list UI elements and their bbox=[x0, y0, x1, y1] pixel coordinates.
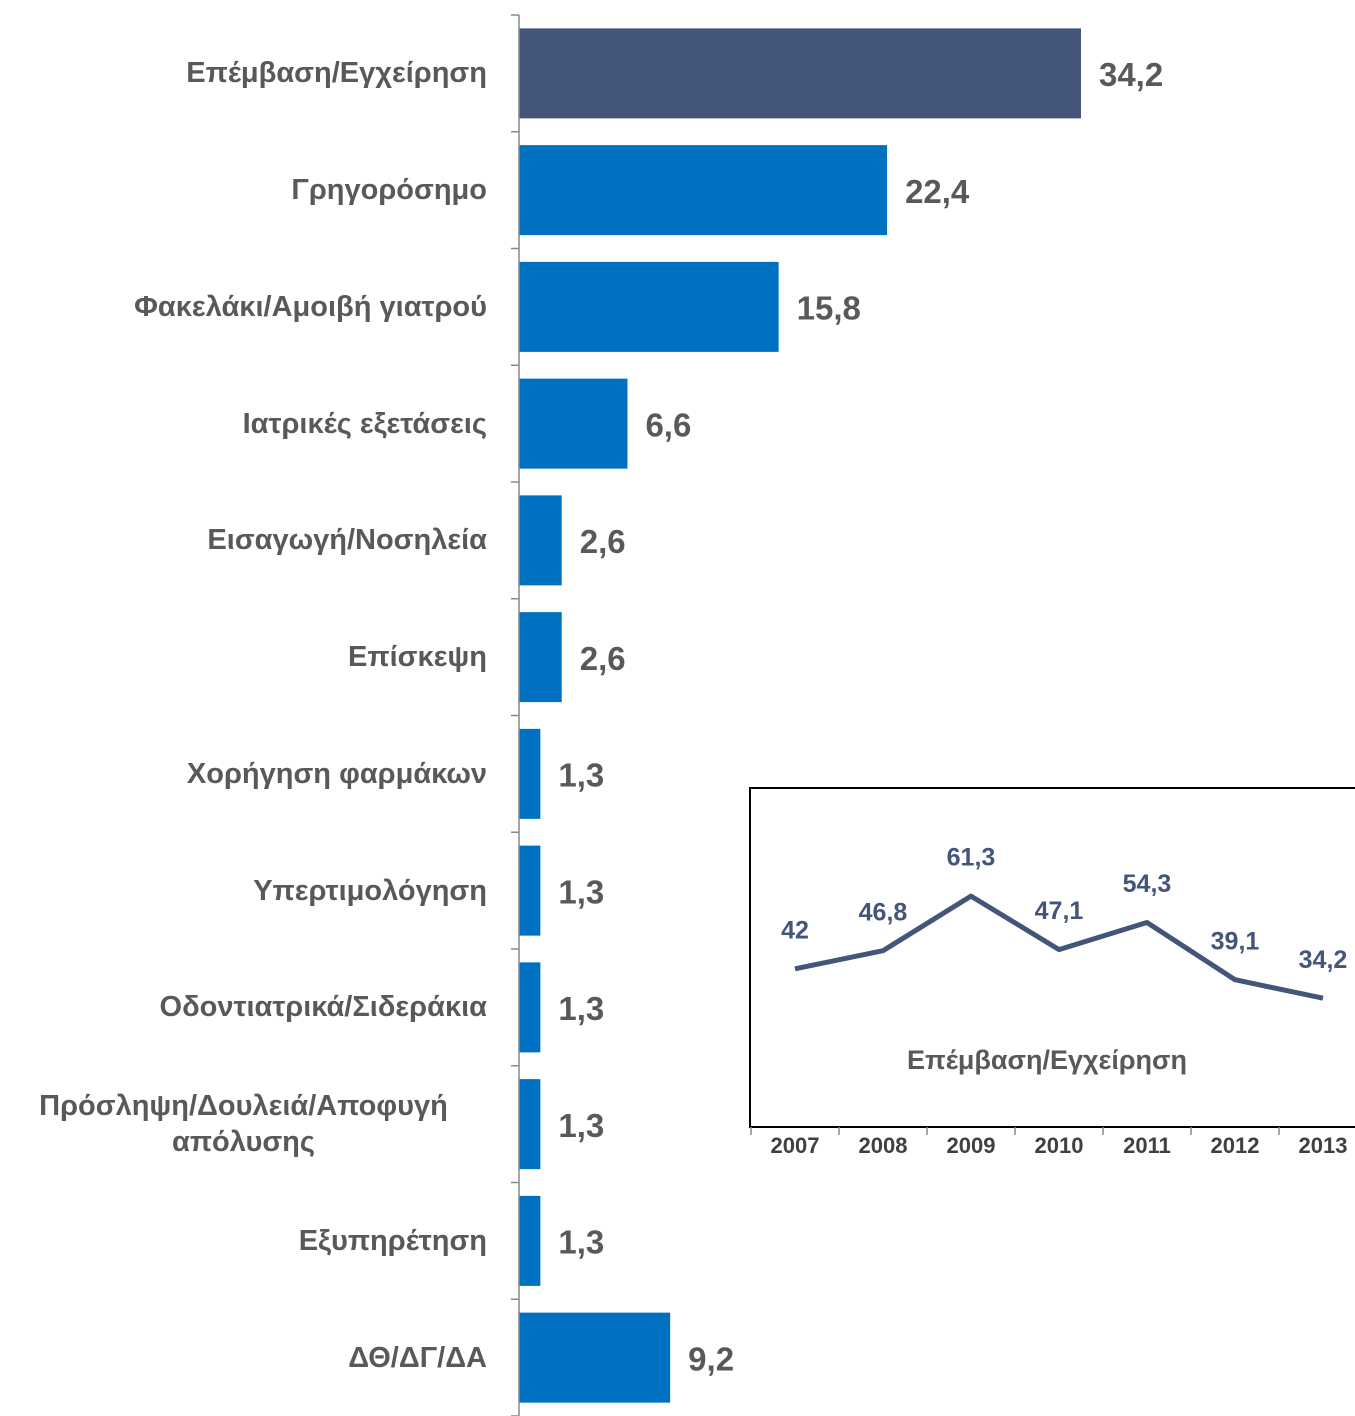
category-text: Εξυπηρέτηση bbox=[298, 1224, 487, 1257]
category-label: Επέμβαση/Εγχείρηση bbox=[0, 55, 487, 91]
point-label: 47,1 bbox=[1035, 897, 1084, 925]
point-label: 54,3 bbox=[1123, 870, 1172, 898]
category-text: Πρόσληψη/Δουλειά/Αποφυγή απόλυσης bbox=[39, 1090, 448, 1159]
category-label: Επίσκεψη bbox=[0, 639, 487, 675]
category-text: ΔΘ/ΔΓ/ΔΑ bbox=[348, 1341, 487, 1374]
inset-title: Επέμβαση/Εγχείρηση bbox=[907, 1045, 1187, 1075]
x-tick-label: 2012 bbox=[1211, 1133, 1260, 1158]
point-label: 34,2 bbox=[1299, 946, 1348, 974]
bar bbox=[519, 1312, 671, 1403]
value-label: 6,6 bbox=[645, 406, 691, 443]
x-tick-label: 2009 bbox=[947, 1133, 996, 1158]
category-label: Φακελάκι/Αμοιβή γιατρού bbox=[0, 289, 487, 325]
bar bbox=[519, 728, 541, 819]
bar bbox=[519, 28, 1081, 119]
value-label: 2,6 bbox=[580, 640, 626, 677]
value-label: 1,3 bbox=[558, 990, 604, 1027]
category-text: Εισαγωγή/Νοσηλεία bbox=[207, 524, 487, 557]
point-label: 46,8 bbox=[859, 898, 908, 926]
category-label: Εισαγωγή/Νοσηλεία bbox=[0, 522, 487, 558]
value-label: 34,2 bbox=[1099, 56, 1163, 93]
category-label: Υπερτιμολόγηση bbox=[0, 873, 487, 909]
bar bbox=[519, 845, 541, 936]
bar bbox=[519, 145, 888, 236]
line bbox=[794, 893, 1324, 1001]
category-text: Φακελάκι/Αμοιβή γιατρού bbox=[134, 290, 487, 323]
x-tick-label: 2013 bbox=[1299, 1133, 1348, 1158]
value-label: 15,8 bbox=[797, 290, 861, 327]
category-label: ΔΘ/ΔΓ/ΔΑ bbox=[0, 1340, 487, 1376]
bar bbox=[519, 261, 779, 352]
point-label: 61,3 bbox=[947, 844, 996, 872]
value-label: 22,4 bbox=[905, 173, 970, 210]
category-text: Υπερτιμολόγηση bbox=[253, 874, 487, 907]
category-label: Ιατρικές εξετάσεις bbox=[0, 406, 487, 442]
bar bbox=[519, 612, 562, 703]
category-text: Επέμβαση/Εγχείρηση bbox=[186, 57, 487, 90]
category-label: Γρηγορόσημο bbox=[0, 172, 487, 208]
point-label: 39,1 bbox=[1211, 927, 1260, 955]
point-label: 42 bbox=[781, 916, 809, 944]
value-label: 1,3 bbox=[558, 1224, 604, 1261]
value-label: 1,3 bbox=[558, 873, 604, 910]
category-label: Εξυπηρέτηση bbox=[0, 1223, 487, 1259]
bar bbox=[519, 962, 541, 1053]
bar bbox=[519, 495, 562, 586]
x-tick-label: 2011 bbox=[1123, 1133, 1171, 1158]
value-label: 2,6 bbox=[580, 523, 626, 560]
value-label: 1,3 bbox=[558, 1107, 604, 1144]
value-label: 9,2 bbox=[688, 1340, 734, 1377]
category-label: Οδοντιατρικά/Σιδεράκια bbox=[0, 989, 487, 1025]
x-tick-label: 2008 bbox=[859, 1133, 908, 1158]
value-label: 1,3 bbox=[558, 757, 604, 794]
bar bbox=[519, 1079, 541, 1170]
category-text: Οδοντιατρικά/Σιδεράκια bbox=[159, 991, 487, 1024]
category-label: Χορήγηση φαρμάκων bbox=[0, 756, 487, 792]
category-text: Ιατρικές εξετάσεις bbox=[242, 407, 487, 440]
category-label: Πρόσληψη/Δουλειά/Αποφυγή απόλυσης bbox=[0, 1088, 487, 1160]
bar bbox=[519, 1195, 541, 1286]
category-text: Χορήγηση φαρμάκων bbox=[186, 757, 487, 790]
category-text: Γρηγορόσημο bbox=[291, 174, 487, 207]
category-text: Επίσκεψη bbox=[348, 641, 487, 674]
x-tick-label: 2007 bbox=[771, 1133, 820, 1158]
x-tick-label: 2010 bbox=[1035, 1133, 1084, 1158]
bar bbox=[519, 378, 628, 469]
